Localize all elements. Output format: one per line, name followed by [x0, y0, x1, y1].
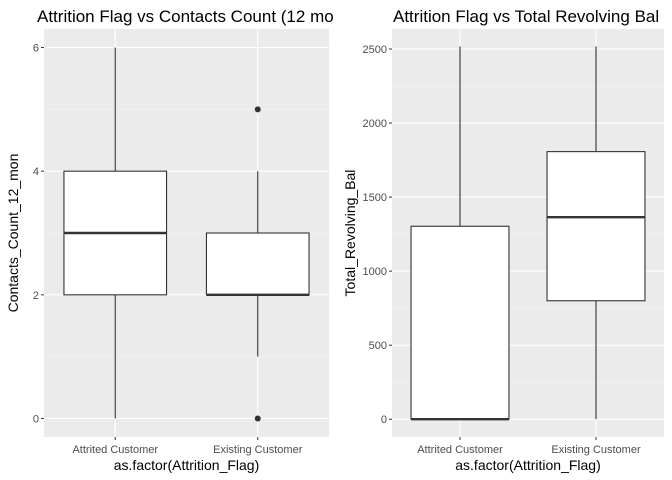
y-tick-label: 2000 — [363, 118, 387, 130]
y-tick-label: 1500 — [363, 192, 387, 204]
chart-title: Attrition Flag vs Contacts Count (12 mo — [37, 7, 334, 26]
y-tick-label: 2 — [33, 290, 39, 302]
box-body — [410, 225, 510, 420]
box-existing — [205, 106, 310, 422]
outlier-point — [254, 415, 261, 422]
x-tick-label: Attrited Customer — [72, 444, 158, 456]
y-tick-label: 1000 — [363, 266, 387, 278]
x-tick-label: Attrited Customer — [417, 444, 503, 456]
outlier-point — [254, 106, 261, 113]
x-tick-label: Existing Customer — [213, 444, 303, 456]
box-attrited — [63, 47, 168, 419]
y-tick-label: 0 — [381, 414, 387, 426]
box-existing — [546, 46, 646, 420]
y-axis: 0 500 1000 1500 2000 2500 — [363, 44, 392, 426]
x-axis-label: as.factor(Attrition_Flag) — [455, 457, 601, 473]
chart-title: Attrition Flag vs Total Revolving Bal — [393, 7, 659, 26]
x-tick-label: Existing Customer — [551, 444, 641, 456]
y-axis-label: Contacts_Count_12_mon — [5, 154, 21, 313]
y-tick-label: 6 — [33, 43, 39, 55]
x-axis-label: as.factor(Attrition_Flag) — [114, 457, 260, 473]
y-tick-label: 4 — [33, 166, 39, 178]
box-series — [63, 47, 310, 422]
y-axis-label: Total_Revolving_Bal — [342, 170, 358, 297]
y-tick-label: 500 — [369, 340, 387, 352]
y-tick-label: 0 — [33, 413, 39, 425]
y-tick-label: 2500 — [363, 44, 387, 56]
revolving-balance-panel: 0 500 1000 1500 2000 2500 Attrited Customer Ex… — [342, 7, 664, 473]
box-series — [410, 46, 646, 421]
x-axis: Attrited Customer Existing Customer — [72, 437, 303, 456]
box-body — [546, 151, 646, 302]
box-body — [205, 232, 310, 296]
y-axis: 0 2 4 6 — [33, 43, 44, 425]
box-attrited — [410, 46, 510, 421]
x-axis: Attrited Customer Existing Customer — [417, 437, 641, 456]
